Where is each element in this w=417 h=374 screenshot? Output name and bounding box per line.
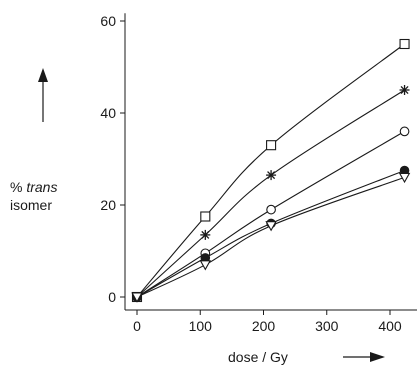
chart-markers xyxy=(131,38,411,303)
data-point-circle-open xyxy=(266,204,276,215)
y-axis-label-prefix: % xyxy=(10,179,27,195)
x-tick-label: 200 xyxy=(252,318,276,334)
data-point-triangle-down xyxy=(131,292,143,303)
y-tick-label: 0 xyxy=(108,289,116,305)
y-tick-label: 60 xyxy=(100,13,116,29)
y-tick-label: 20 xyxy=(100,197,116,213)
x-axis-label: dose / Gy xyxy=(228,349,288,365)
y-axis-label-suffix: isomer xyxy=(10,197,53,213)
asterisk-stroke xyxy=(400,86,409,94)
x-tick-label: 400 xyxy=(378,318,402,334)
data-point-circle-open xyxy=(399,126,410,137)
data-point-square xyxy=(200,211,211,222)
x-tick-label: 0 xyxy=(133,318,141,334)
right-arrow-head-icon xyxy=(370,352,385,362)
asterisk-stroke xyxy=(201,230,210,239)
x-tick-label: 300 xyxy=(315,318,339,334)
data-point-triangle-down xyxy=(265,221,277,232)
y-axis-label: % trans isomer xyxy=(10,178,88,214)
series-line-circle-open xyxy=(136,130,405,298)
y-tick-label: 40 xyxy=(100,105,116,121)
axis-arrows xyxy=(38,68,385,362)
data-point-asterisk xyxy=(266,170,277,181)
data-point-triangle-down xyxy=(199,260,212,271)
data-point-square xyxy=(266,140,277,151)
x-tick-label: 100 xyxy=(189,318,213,334)
series-line-asterisk xyxy=(136,89,405,298)
data-point-asterisk xyxy=(399,85,410,95)
series-line-square xyxy=(136,43,405,298)
data-point-asterisk xyxy=(200,229,211,240)
y-axis-label-italic: trans xyxy=(26,179,58,195)
chart-curves xyxy=(136,43,405,298)
data-point-square xyxy=(399,38,410,50)
asterisk-stroke xyxy=(267,171,276,180)
data-point-triangle-down xyxy=(398,172,411,184)
series-line-circle-filled xyxy=(136,169,405,298)
chart-axes: 0 20 40 60 0 100 200 300 400 xyxy=(100,13,417,334)
up-arrow-head-icon xyxy=(38,68,48,82)
series-line-triangle-down xyxy=(136,176,405,298)
